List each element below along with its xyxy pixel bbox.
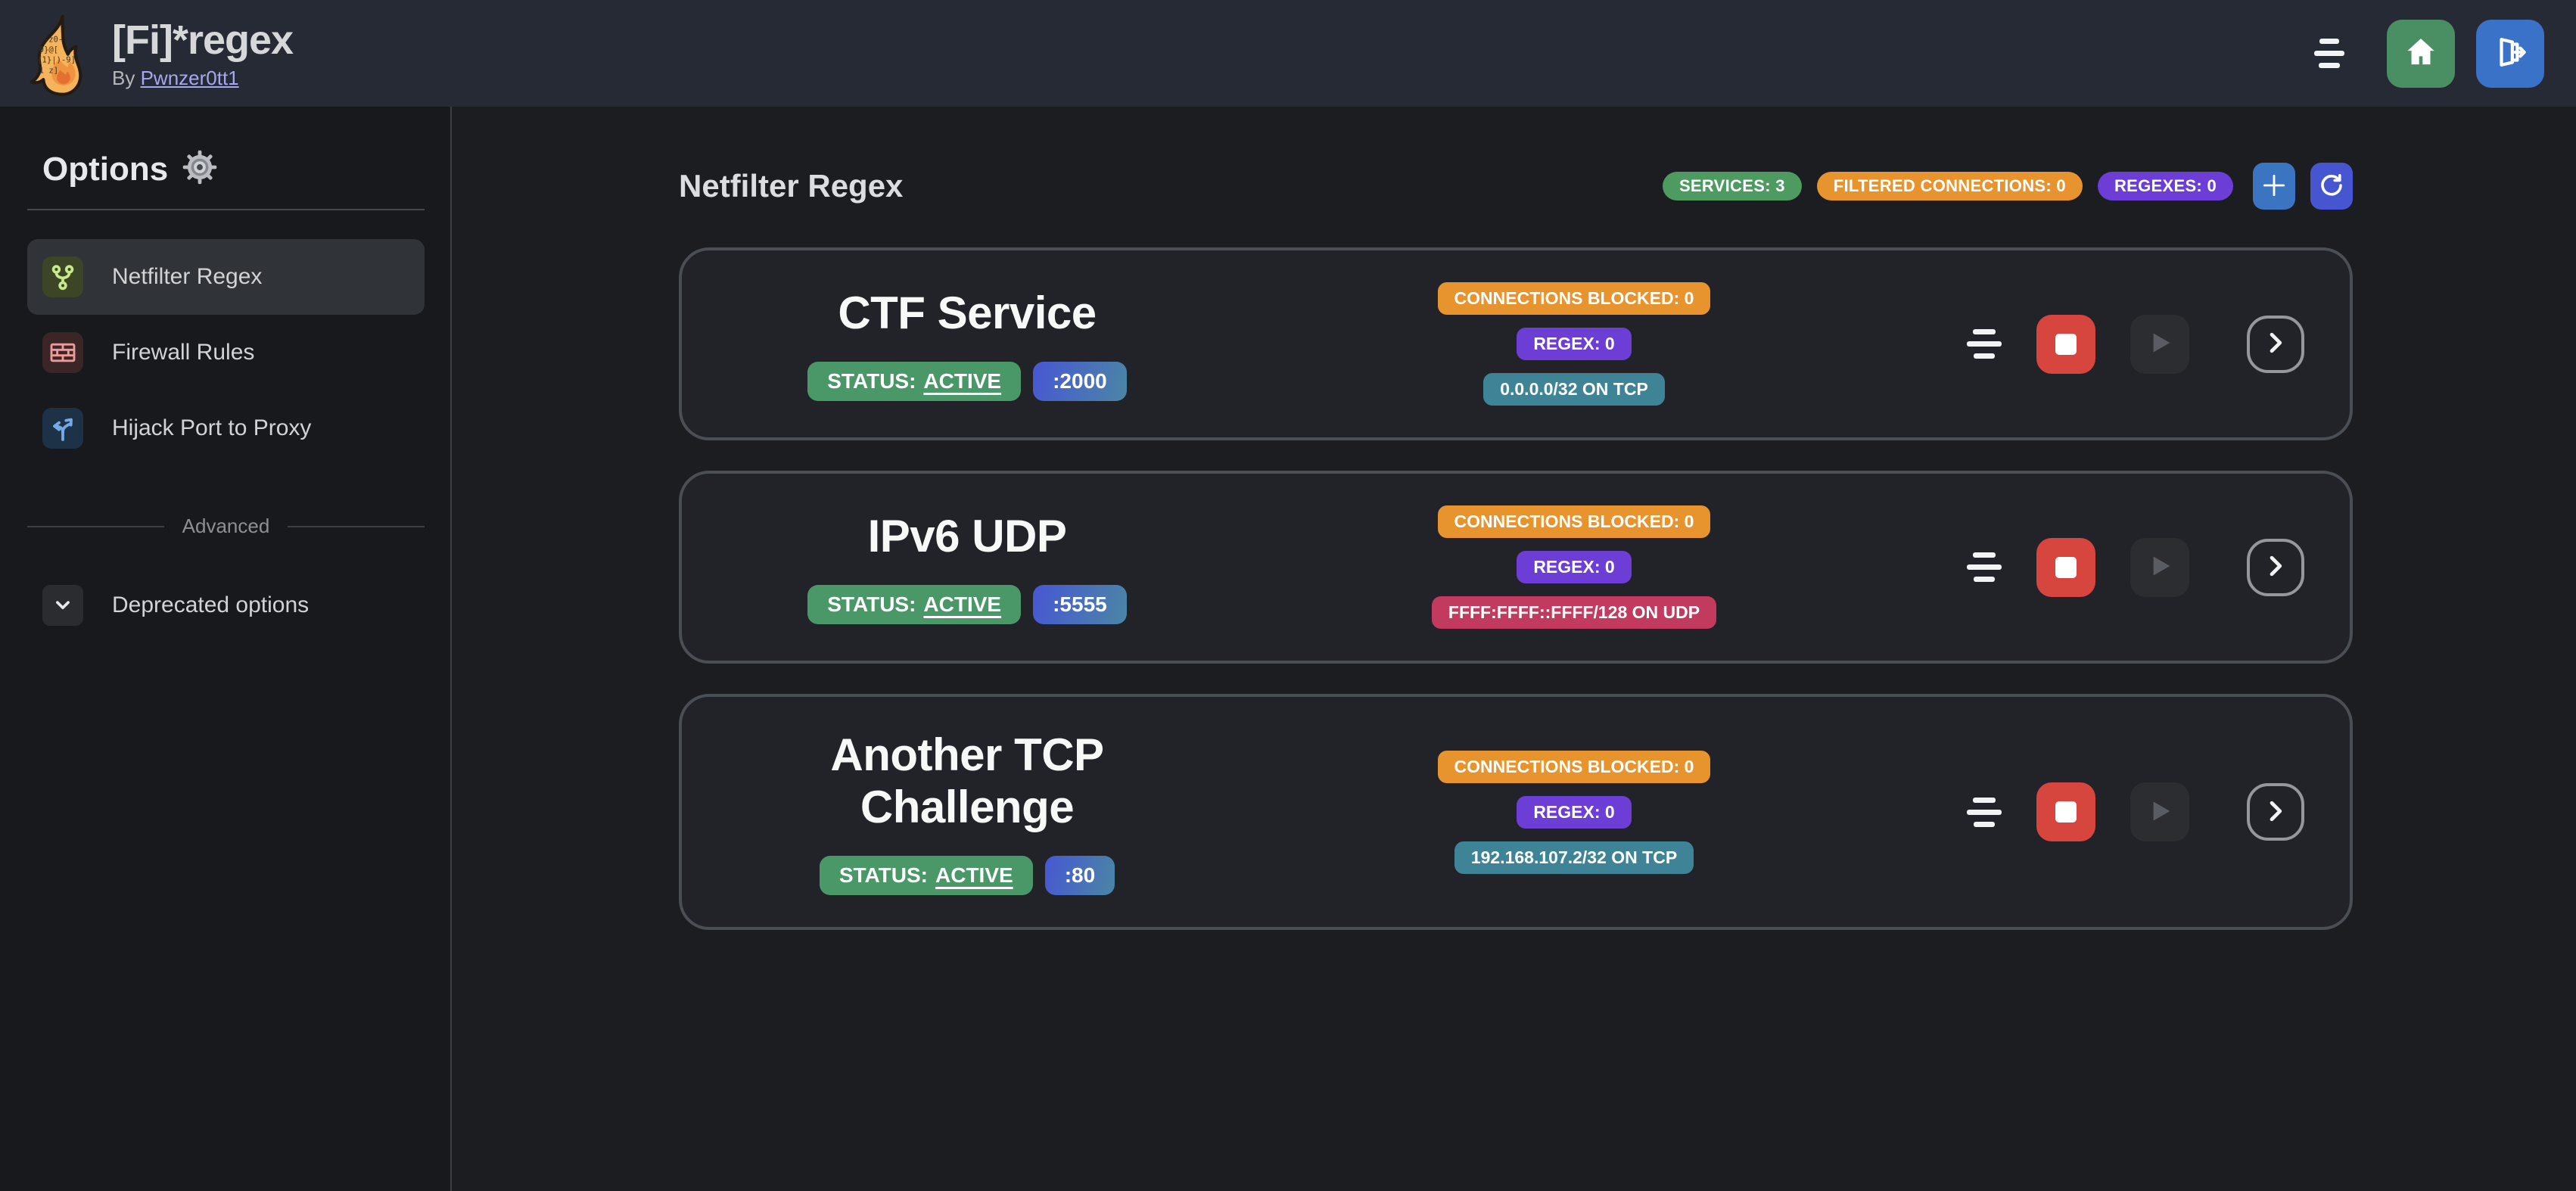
branch-icon bbox=[42, 257, 83, 297]
service-card: CTF Service STATUS: ACTIVE :2000 CONNECT… bbox=[679, 247, 2353, 440]
regex-count-badge: REGEX: 0 bbox=[1517, 551, 1632, 583]
connections-blocked-badge: CONNECTIONS BLOCKED: 0 bbox=[1437, 750, 1711, 783]
advanced-divider: Advanced bbox=[27, 515, 425, 538]
service-menu-icon[interactable] bbox=[1967, 552, 2002, 582]
byline-prefix: By bbox=[112, 67, 135, 89]
author-link[interactable]: Pwnzer0tt1 bbox=[140, 67, 239, 89]
play-icon bbox=[2145, 551, 2175, 583]
service-name: CTF Service bbox=[838, 288, 1097, 338]
deprecated-options-label: Deprecated options bbox=[112, 592, 310, 617]
gear-icon bbox=[182, 149, 218, 189]
start-service-button-disabled[interactable] bbox=[2130, 537, 2189, 597]
address-badge: 0.0.0.0/32 ON TCP bbox=[1483, 373, 1665, 406]
play-icon bbox=[2145, 796, 2175, 829]
svg-text:1 z]: 1 z] bbox=[39, 66, 58, 75]
service-menu-icon[interactable] bbox=[1967, 797, 2002, 827]
svg-text:0}@[: 0}@[ bbox=[39, 45, 58, 54]
status-badge: STATUS: ACTIVE bbox=[807, 585, 1022, 624]
refresh-button[interactable] bbox=[2310, 163, 2353, 210]
sidebar-nav: Netfilter Regex Firewall Rules bbox=[27, 239, 425, 466]
sidebar-item-label: Firewall Rules bbox=[112, 340, 255, 365]
regex-count-badge: REGEX: 0 bbox=[1517, 328, 1632, 360]
connections-blocked-badge: CONNECTIONS BLOCKED: 0 bbox=[1437, 505, 1711, 538]
menu-bars-icon[interactable] bbox=[2314, 39, 2344, 68]
sidebar-item-deprecated-options[interactable]: Deprecated options bbox=[27, 585, 425, 626]
home-icon bbox=[2403, 35, 2438, 72]
refresh-icon bbox=[2318, 172, 2345, 201]
service-menu-icon[interactable] bbox=[1967, 329, 2002, 359]
summary-badges: SERVICES: 3 FILTERED CONNECTIONS: 0 REGE… bbox=[1662, 163, 2353, 210]
chevron-right-icon bbox=[2260, 796, 2291, 829]
chevron-down-button[interactable] bbox=[42, 585, 83, 626]
service-details-button[interactable] bbox=[2247, 783, 2304, 841]
service-card: IPv6 UDP STATUS: ACTIVE :5555 CONNECTION… bbox=[679, 471, 2353, 664]
service-name: IPv6 UDP bbox=[867, 511, 1067, 561]
sidebar-item-label: Netfilter Regex bbox=[112, 264, 263, 289]
svg-text:{1}|)-9]: {1}|)-9] bbox=[37, 55, 76, 64]
stop-icon bbox=[2055, 333, 2077, 355]
sidebar-item-firewall-rules[interactable]: Firewall Rules bbox=[27, 315, 425, 390]
start-service-button-disabled[interactable] bbox=[2130, 314, 2189, 374]
filtered-connections-badge: FILTERED CONNECTIONS: 0 bbox=[1816, 172, 2083, 201]
sidebar-item-hijack-port[interactable]: Hijack Port to Proxy bbox=[27, 390, 425, 466]
service-details-button[interactable] bbox=[2247, 538, 2304, 596]
app-title: [Fi]*regex bbox=[112, 17, 294, 63]
sidebar-item-label: Hijack Port to Proxy bbox=[112, 415, 312, 440]
port-badge: :5555 bbox=[1033, 585, 1127, 624]
port-badge: :80 bbox=[1044, 856, 1115, 895]
services-count-badge: SERVICES: 3 bbox=[1662, 172, 1802, 201]
plus-icon bbox=[2260, 171, 2288, 202]
chevron-right-icon bbox=[2260, 328, 2291, 360]
add-service-button[interactable] bbox=[2253, 163, 2295, 210]
regex-count-badge: REGEX: 0 bbox=[1517, 795, 1632, 829]
byline: By Pwnzer0tt1 bbox=[112, 67, 293, 90]
regexes-count-badge: REGEXES: 0 bbox=[2097, 172, 2233, 201]
port-badge: :2000 bbox=[1033, 362, 1127, 401]
split-arrows-icon bbox=[42, 408, 83, 449]
app-header: -z0- 0}@[ {1}|)-9] 1 z] [Fi]*regex By Pw… bbox=[0, 0, 2576, 107]
page-title: Netfilter Regex bbox=[679, 168, 904, 204]
service-name: Another TCP Challenge bbox=[830, 729, 1104, 832]
flame-logo-icon: -z0- 0}@[ {1}|)-9] 1 z] bbox=[27, 14, 92, 98]
main-content: Netfilter Regex SERVICES: 3 FILTERED CON… bbox=[452, 107, 2576, 1191]
address-badge: 192.168.107.2/32 ON TCP bbox=[1454, 841, 1694, 874]
address-badge: FFFF:FFFF::FFFF/128 ON UDP bbox=[1431, 596, 1717, 629]
play-icon bbox=[2145, 328, 2175, 360]
svg-text:-z0-: -z0- bbox=[44, 35, 63, 44]
stop-icon bbox=[2055, 556, 2077, 578]
sidebar-item-netfilter-regex[interactable]: Netfilter Regex bbox=[27, 239, 425, 315]
logout-icon bbox=[2493, 35, 2528, 72]
service-details-button[interactable] bbox=[2247, 315, 2304, 373]
stop-service-button[interactable] bbox=[2036, 314, 2095, 374]
stop-service-button[interactable] bbox=[2036, 537, 2095, 597]
logout-button[interactable] bbox=[2476, 19, 2544, 88]
stop-icon bbox=[2055, 801, 2077, 823]
start-service-button-disabled[interactable] bbox=[2130, 782, 2189, 841]
status-badge: STATUS: ACTIVE bbox=[819, 856, 1033, 895]
connections-blocked-badge: CONNECTIONS BLOCKED: 0 bbox=[1437, 282, 1711, 315]
advanced-label: Advanced bbox=[182, 515, 270, 537]
chevron-down-icon bbox=[50, 592, 76, 620]
brick-wall-icon bbox=[42, 332, 83, 373]
service-card: Another TCP Challenge STATUS: ACTIVE :80… bbox=[679, 694, 2353, 930]
status-badge: STATUS: ACTIVE bbox=[807, 362, 1022, 401]
home-button[interactable] bbox=[2387, 19, 2455, 88]
sidebar: Options bbox=[0, 107, 452, 1191]
sidebar-divider bbox=[27, 209, 425, 210]
stop-service-button[interactable] bbox=[2036, 782, 2095, 841]
sidebar-title: Options bbox=[42, 150, 169, 188]
chevron-right-icon bbox=[2260, 551, 2291, 583]
